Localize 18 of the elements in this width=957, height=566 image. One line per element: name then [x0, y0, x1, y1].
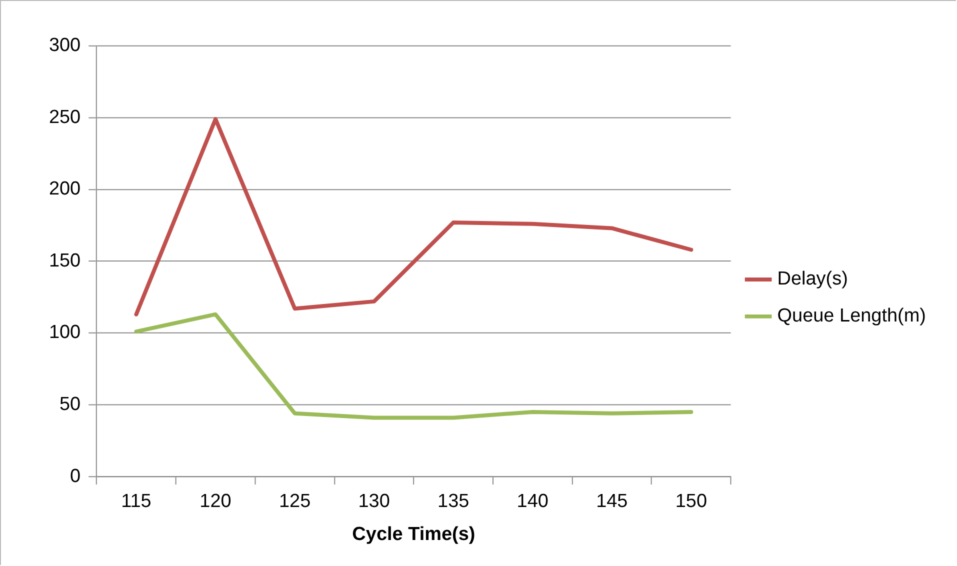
x-tick-label: 130 — [358, 491, 390, 512]
y-tick-label: 0 — [70, 466, 81, 487]
x-tick-label: 145 — [596, 491, 628, 512]
y-tick-label: 100 — [48, 322, 81, 344]
y-tick-label: 300 — [48, 35, 81, 56]
x-tick-label: 120 — [200, 491, 232, 512]
x-axis-title: Cycle Time(s) — [352, 524, 476, 545]
x-tick-label: 135 — [438, 491, 470, 512]
x-tick-label: 150 — [675, 491, 708, 512]
x-tick-label: 125 — [278, 491, 311, 512]
legend-label: Queue Length(m) — [777, 306, 926, 327]
y-tick-label: 200 — [48, 178, 81, 200]
y-tick-label: 250 — [48, 106, 81, 128]
y-tick-label: 50 — [60, 394, 81, 416]
x-tick-label: 140 — [516, 491, 548, 512]
legend-label: Delay(s) — [777, 268, 848, 290]
x-tick-label: 115 — [121, 491, 152, 512]
y-tick-label: 150 — [48, 250, 81, 272]
